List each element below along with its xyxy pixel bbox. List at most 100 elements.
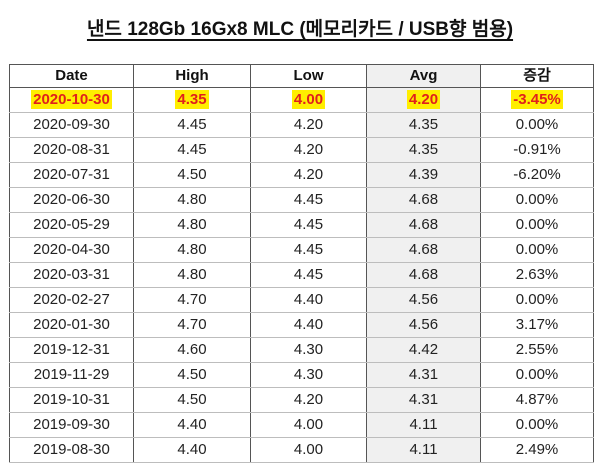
cell-avg: 4.35 — [366, 112, 481, 138]
cell-date: 2020-05-29 — [9, 212, 134, 238]
price-table: Date High Low Avg 증감 2020-10-30 4.35 4.00 4… — [9, 64, 594, 463]
column-header-avg: Avg — [366, 64, 481, 88]
table-row: 2019-10-31 4.50 4.20 4.31 4.87% — [9, 387, 594, 413]
table-row: 2020-01-30 4.70 4.40 4.56 3.17% — [9, 312, 594, 338]
cell-avg: 4.20 — [366, 87, 481, 113]
cell-change: 0.00% — [480, 112, 594, 138]
cell-high: 4.45 — [133, 137, 251, 163]
cell-high: 4.35 — [133, 87, 251, 113]
column-header-change: 증감 — [480, 64, 594, 88]
cell-high: 4.70 — [133, 312, 251, 338]
cell-low: 4.40 — [250, 312, 367, 338]
cell-low: 4.45 — [250, 262, 367, 288]
table-row: 2020-05-29 4.80 4.45 4.68 0.00% — [9, 212, 594, 238]
cell-date: 2019-11-29 — [9, 362, 134, 388]
cell-low: 4.00 — [250, 437, 367, 463]
cell-low: 4.20 — [250, 162, 367, 188]
cell-avg: 4.56 — [366, 312, 481, 338]
table-row: 2020-03-31 4.80 4.45 4.68 2.63% — [9, 262, 594, 288]
cell-date: 2019-10-31 — [9, 387, 134, 413]
cell-date: 2020-06-30 — [9, 187, 134, 213]
cell-change: 0.00% — [480, 237, 594, 263]
cell-avg: 4.11 — [366, 437, 481, 463]
cell-avg: 4.39 — [366, 162, 481, 188]
cell-change: 0.00% — [480, 412, 594, 438]
highlighted-value: 2020-10-30 — [31, 90, 112, 109]
table-row: 2020-06-30 4.80 4.45 4.68 0.00% — [9, 187, 594, 213]
cell-low: 4.20 — [250, 137, 367, 163]
cell-change: 3.17% — [480, 312, 594, 338]
cell-change: 0.00% — [480, 362, 594, 388]
cell-low: 4.30 — [250, 337, 367, 363]
table-row: 2019-08-30 4.40 4.00 4.11 2.49% — [9, 437, 594, 463]
cell-low: 4.40 — [250, 287, 367, 313]
table-row: 2020-09-30 4.45 4.20 4.35 0.00% — [9, 112, 594, 138]
cell-high: 4.80 — [133, 212, 251, 238]
highlighted-value: 4.20 — [406, 90, 441, 109]
cell-avg: 4.35 — [366, 137, 481, 163]
cell-high: 4.50 — [133, 362, 251, 388]
page-title-text: 낸드 128Gb 16Gx8 MLC (메모리카드 / USB향 범용) — [86, 19, 514, 40]
cell-change: -0.91% — [480, 137, 594, 163]
table-row: 2020-02-27 4.70 4.40 4.56 0.00% — [9, 287, 594, 313]
cell-high: 4.70 — [133, 287, 251, 313]
cell-low: 4.30 — [250, 362, 367, 388]
cell-low: 4.20 — [250, 112, 367, 138]
cell-avg: 4.68 — [366, 187, 481, 213]
cell-avg: 4.56 — [366, 287, 481, 313]
table-row: 2019-11-29 4.50 4.30 4.31 0.00% — [9, 362, 594, 388]
table-row: 2019-09-30 4.40 4.00 4.11 0.00% — [9, 412, 594, 438]
table-row: 2020-08-31 4.45 4.20 4.35 -0.91% — [9, 137, 594, 163]
table-row-latest: 2020-10-30 4.35 4.00 4.20 -3.45% — [9, 87, 594, 113]
highlighted-value: 4.00 — [291, 90, 326, 109]
cell-change: 2.49% — [480, 437, 594, 463]
table-row: 2020-04-30 4.80 4.45 4.68 0.00% — [9, 237, 594, 263]
cell-date: 2020-02-27 — [9, 287, 134, 313]
cell-avg: 4.68 — [366, 262, 481, 288]
cell-high: 4.40 — [133, 412, 251, 438]
cell-change: 2.63% — [480, 262, 594, 288]
cell-high: 4.45 — [133, 112, 251, 138]
table-body: 2020-10-30 4.35 4.00 4.20 -3.45% 2020-09-30 4.… — [9, 87, 594, 463]
cell-date: 2019-08-30 — [9, 437, 134, 463]
cell-date: 2020-08-31 — [9, 137, 134, 163]
table-header-row: Date High Low Avg 증감 — [9, 64, 594, 88]
cell-low: 4.45 — [250, 187, 367, 213]
cell-high: 4.80 — [133, 187, 251, 213]
cell-avg: 4.42 — [366, 337, 481, 363]
cell-change: 2.55% — [480, 337, 594, 363]
cell-high: 4.80 — [133, 262, 251, 288]
cell-high: 4.50 — [133, 162, 251, 188]
cell-change: -3.45% — [480, 87, 594, 113]
column-header-low: Low — [250, 64, 367, 88]
cell-low: 4.45 — [250, 237, 367, 263]
highlighted-value: -3.45% — [511, 90, 563, 109]
cell-change: 0.00% — [480, 212, 594, 238]
cell-date: 2020-07-31 — [9, 162, 134, 188]
cell-avg: 4.68 — [366, 212, 481, 238]
cell-avg: 4.68 — [366, 237, 481, 263]
page-title: 낸드 128Gb 16Gx8 MLC (메모리카드 / USB향 범용) — [0, 14, 600, 41]
cell-date: 2020-04-30 — [9, 237, 134, 263]
cell-low: 4.00 — [250, 87, 367, 113]
cell-date: 2020-01-30 — [9, 312, 134, 338]
cell-high: 4.80 — [133, 237, 251, 263]
cell-change: -6.20% — [480, 162, 594, 188]
table-row: 2019-12-31 4.60 4.30 4.42 2.55% — [9, 337, 594, 363]
cell-change: 4.87% — [480, 387, 594, 413]
column-header-high: High — [133, 64, 251, 88]
cell-low: 4.00 — [250, 412, 367, 438]
cell-date: 2020-09-30 — [9, 112, 134, 138]
cell-date: 2019-12-31 — [9, 337, 134, 363]
cell-low: 4.45 — [250, 212, 367, 238]
table-row: 2020-07-31 4.50 4.20 4.39 -6.20% — [9, 162, 594, 188]
cell-change: 0.00% — [480, 187, 594, 213]
cell-avg: 4.31 — [366, 387, 481, 413]
cell-change: 0.00% — [480, 287, 594, 313]
cell-high: 4.50 — [133, 387, 251, 413]
cell-date: 2020-03-31 — [9, 262, 134, 288]
cell-high: 4.60 — [133, 337, 251, 363]
cell-avg: 4.11 — [366, 412, 481, 438]
cell-date: 2019-09-30 — [9, 412, 134, 438]
cell-low: 4.20 — [250, 387, 367, 413]
